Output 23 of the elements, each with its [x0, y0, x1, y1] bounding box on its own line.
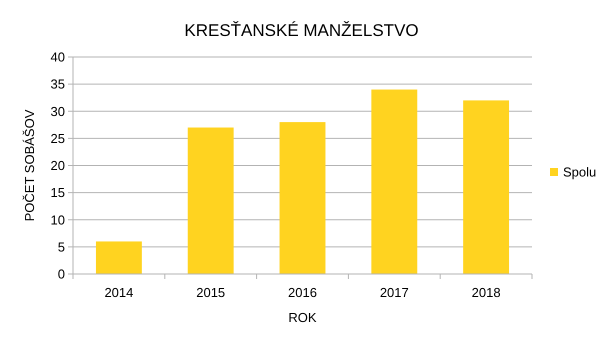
y-tick-label: 40 — [50, 50, 65, 65]
y-axis-title: POČET SOBÁŠOV — [22, 109, 37, 222]
y-tick-label: 5 — [58, 239, 65, 254]
x-tick-label: 2017 — [380, 285, 409, 300]
chart-title: KRESŤANSKÉ MANŽELSTVO — [184, 21, 419, 40]
bar — [463, 100, 510, 274]
bar — [280, 122, 326, 274]
x-axis-title: ROK — [288, 310, 317, 325]
x-tick-label: 2014 — [104, 285, 134, 300]
x-tick-label: 2015 — [196, 285, 226, 300]
bar — [96, 241, 142, 274]
y-tick-label: 0 — [58, 266, 65, 282]
x-tick-label: 2016 — [288, 285, 317, 300]
y-tick-label: 35 — [50, 76, 65, 92]
y-tick-label: 25 — [50, 130, 65, 146]
y-tick-label: 20 — [50, 158, 65, 174]
legend-label: Spolu — [563, 164, 596, 180]
x-tick-label: 2018 — [472, 285, 501, 300]
bar — [188, 128, 234, 274]
y-tick-label: 10 — [50, 212, 65, 228]
y-tick-label: 15 — [50, 185, 65, 200]
bar — [371, 90, 418, 274]
y-tick-label: 30 — [50, 104, 65, 119]
